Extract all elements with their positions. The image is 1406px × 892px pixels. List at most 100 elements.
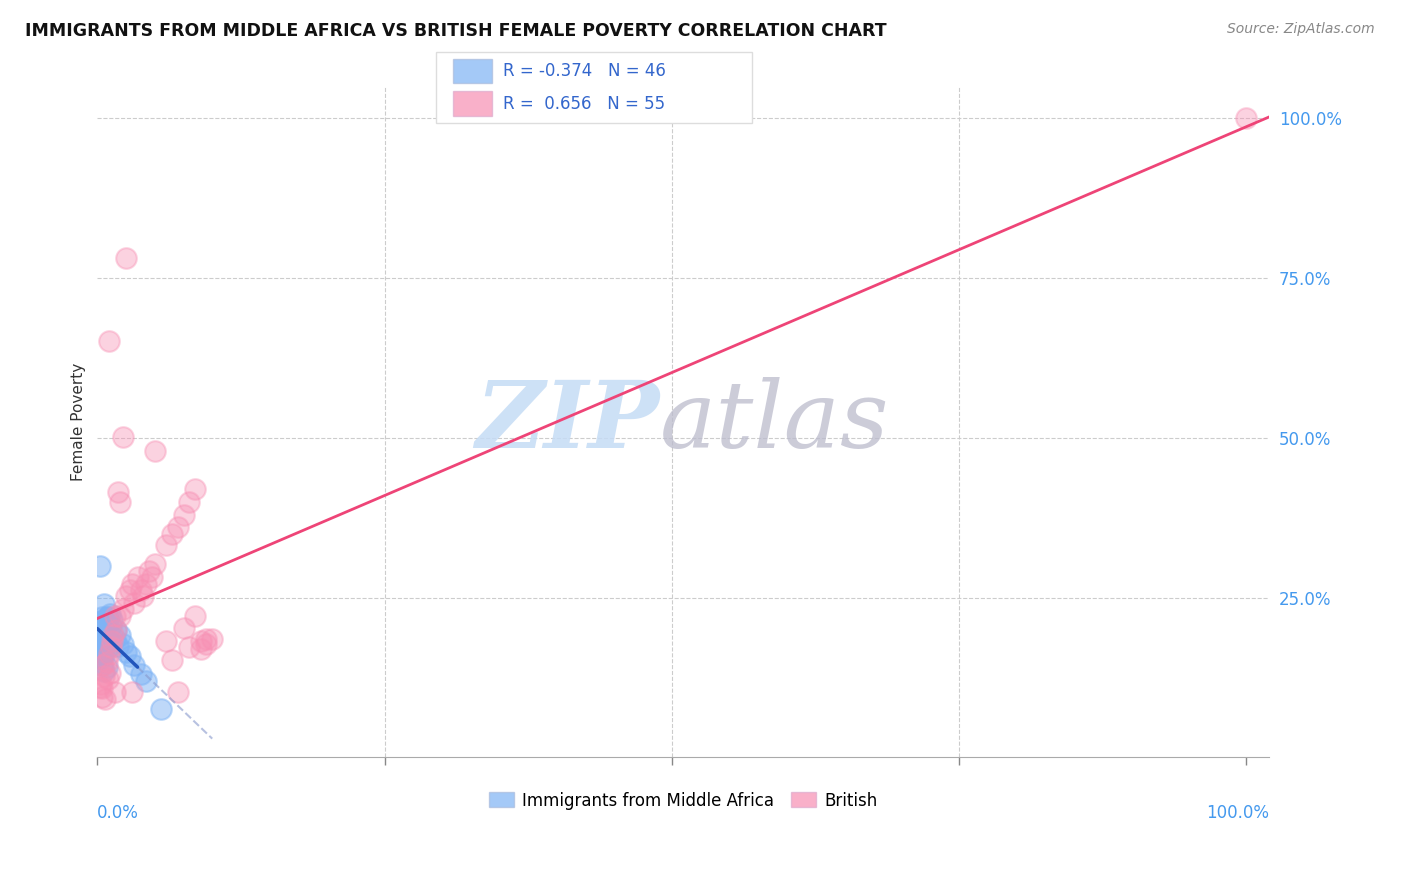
Point xyxy=(132,590,155,604)
Point xyxy=(90,677,112,691)
Point xyxy=(93,597,115,611)
Point xyxy=(97,635,120,649)
Point xyxy=(1234,112,1257,126)
Point xyxy=(110,628,132,642)
Point xyxy=(121,685,143,699)
Point xyxy=(103,608,125,623)
Point xyxy=(107,639,129,653)
Text: R = -0.374   N = 46: R = -0.374 N = 46 xyxy=(503,62,666,80)
Point xyxy=(91,641,114,656)
Text: IMMIGRANTS FROM MIDDLE AFRICA VS BRITISH FEMALE POVERTY CORRELATION CHART: IMMIGRANTS FROM MIDDLE AFRICA VS BRITISH… xyxy=(25,22,887,40)
Point xyxy=(91,657,114,672)
Point xyxy=(91,619,114,633)
Point xyxy=(166,520,188,534)
Point xyxy=(96,655,118,669)
Point xyxy=(98,666,121,681)
Point xyxy=(173,621,195,635)
Text: 100.0%: 100.0% xyxy=(1206,805,1270,822)
Point xyxy=(107,485,129,500)
Point xyxy=(160,526,183,541)
Point xyxy=(100,619,122,633)
Point xyxy=(91,657,114,672)
Point xyxy=(97,609,120,624)
Point xyxy=(87,625,110,640)
Point xyxy=(89,680,111,694)
Point xyxy=(103,632,125,647)
Point xyxy=(184,608,207,623)
Point xyxy=(138,564,160,578)
Point xyxy=(91,681,114,696)
Point xyxy=(87,623,110,637)
Point xyxy=(91,634,114,648)
Point xyxy=(90,625,112,640)
Point xyxy=(129,582,152,597)
Point xyxy=(98,607,121,621)
Point xyxy=(96,609,118,624)
Point xyxy=(104,623,127,637)
Point xyxy=(93,664,115,678)
Point xyxy=(94,623,117,637)
Point xyxy=(115,251,138,265)
Text: R =  0.656   N = 55: R = 0.656 N = 55 xyxy=(503,95,665,112)
Point xyxy=(143,443,166,458)
Point xyxy=(115,590,138,604)
Point xyxy=(89,632,111,647)
Point xyxy=(90,628,112,642)
Point xyxy=(103,628,125,642)
Point xyxy=(94,632,117,647)
Point xyxy=(190,634,212,648)
Point xyxy=(89,643,111,657)
Point xyxy=(103,685,125,699)
Point xyxy=(91,645,114,659)
Point xyxy=(190,641,212,656)
Point xyxy=(122,657,145,672)
Point xyxy=(93,648,115,662)
Point xyxy=(121,576,143,591)
Point xyxy=(155,634,177,648)
Point xyxy=(97,639,120,653)
Point xyxy=(135,673,157,688)
Point xyxy=(97,334,120,348)
Point xyxy=(89,558,111,573)
Point xyxy=(101,613,124,627)
Point xyxy=(141,570,163,584)
Point xyxy=(118,649,141,664)
Text: atlas: atlas xyxy=(659,377,889,467)
Point xyxy=(97,673,120,687)
Point xyxy=(94,691,117,706)
Point xyxy=(110,608,132,623)
Point xyxy=(91,690,114,704)
Point xyxy=(160,653,183,667)
Point xyxy=(115,645,138,659)
Point xyxy=(96,616,118,631)
Text: 0.0%: 0.0% xyxy=(97,805,139,822)
Point xyxy=(122,596,145,610)
Point xyxy=(91,635,114,649)
Point xyxy=(111,429,134,443)
Point xyxy=(93,668,115,682)
Point xyxy=(100,640,122,655)
Point xyxy=(173,508,195,522)
Point xyxy=(195,632,218,647)
Point xyxy=(184,482,207,496)
Point xyxy=(179,495,201,509)
Point xyxy=(111,602,134,616)
Text: Source: ZipAtlas.com: Source: ZipAtlas.com xyxy=(1227,22,1375,37)
Point xyxy=(96,659,118,673)
Point xyxy=(111,637,134,651)
Point xyxy=(127,570,149,584)
Point xyxy=(89,629,111,643)
Point xyxy=(129,667,152,681)
Point xyxy=(90,645,112,659)
Point xyxy=(90,651,112,665)
Point xyxy=(155,538,177,552)
Point xyxy=(166,685,188,699)
Point xyxy=(91,647,114,661)
Text: ZIP: ZIP xyxy=(475,377,659,467)
Point xyxy=(110,495,132,509)
Point xyxy=(87,615,110,629)
Point xyxy=(201,632,224,647)
Point xyxy=(104,623,127,637)
Point xyxy=(93,613,115,627)
Point xyxy=(149,702,172,716)
